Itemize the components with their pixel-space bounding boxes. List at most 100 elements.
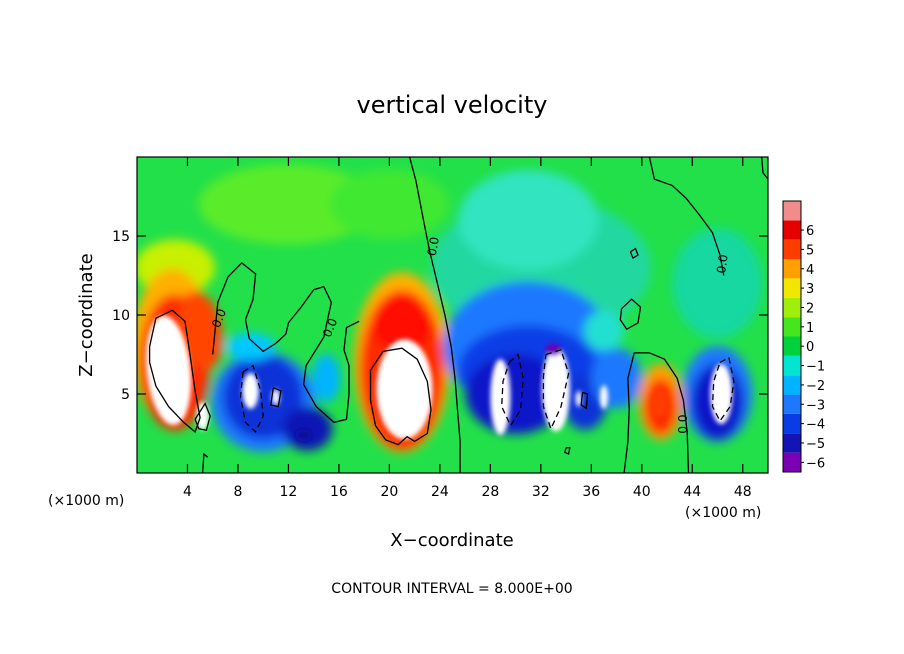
colorbar-label: 6 xyxy=(806,224,814,239)
x-unit-left: (×1000 m) xyxy=(48,493,124,509)
colorbar-label: −6 xyxy=(806,456,825,471)
updraft-core xyxy=(196,402,209,431)
contour-zero-right xyxy=(623,352,690,473)
y-tick-label: 15 xyxy=(112,229,130,245)
downdraft-core xyxy=(271,389,280,406)
x-tick-label: 8 xyxy=(233,484,242,500)
field-patch xyxy=(198,164,379,245)
field-patch xyxy=(458,170,599,271)
contour-interval-note: CONTOUR INTERVAL = 8.000E+00 xyxy=(331,581,572,597)
field-patch xyxy=(583,310,624,351)
colorbar-label: 3 xyxy=(806,282,814,297)
colorbar-band xyxy=(783,317,801,337)
contour-label: 0.0 xyxy=(714,253,731,274)
colorbar-label: −3 xyxy=(806,398,825,413)
x-tick-label: 12 xyxy=(280,484,298,500)
contour-lines xyxy=(148,157,768,473)
colorbar-label: 4 xyxy=(806,263,814,278)
x-unit-right: (×1000 m) xyxy=(685,505,761,521)
x-tick-label: 32 xyxy=(532,484,550,500)
x-tick-label: 16 xyxy=(330,484,348,500)
contour-line xyxy=(201,452,209,473)
downdraft-core xyxy=(575,390,582,407)
heat-cores xyxy=(145,315,733,442)
field-patch xyxy=(177,291,223,371)
contour-label: 0.0 xyxy=(320,316,340,339)
contour-downdraft-right xyxy=(501,353,524,427)
colorbar-label: 2 xyxy=(806,301,814,316)
y-tick-label: 5 xyxy=(121,387,130,403)
downdraft-core xyxy=(541,347,570,432)
contour-zero-top-right xyxy=(648,157,725,276)
contour-updraft-left-small xyxy=(194,402,211,432)
updraft-core xyxy=(145,315,192,426)
colorbar-band xyxy=(783,355,801,376)
contour-label: 0.0 xyxy=(425,236,442,257)
contour-downdraft-far-right xyxy=(711,356,735,423)
colorbar-band xyxy=(783,220,801,240)
contour-label: 0.0 xyxy=(676,414,690,433)
field-patch xyxy=(329,169,450,240)
contour-updraft-left xyxy=(148,309,201,433)
contour-line xyxy=(564,447,571,455)
y-axis: 5 10 15 xyxy=(112,229,768,403)
colorbar-label: 1 xyxy=(806,321,814,336)
colorbar-band xyxy=(783,278,801,298)
downdraft-core xyxy=(710,364,733,424)
x-tick-label: 4 xyxy=(183,484,192,500)
colorbar-band xyxy=(783,201,801,221)
updraft-core xyxy=(651,389,668,418)
field-patch xyxy=(672,228,763,339)
x-tick-label: 28 xyxy=(481,484,499,500)
contour-zero-center xyxy=(408,157,461,473)
field-patch xyxy=(465,354,566,434)
colorbar-band xyxy=(783,259,801,279)
colorbar-frame xyxy=(782,200,802,473)
x-tick-label: 36 xyxy=(582,484,600,500)
colorbar-band xyxy=(783,297,801,318)
colorbar-band xyxy=(783,336,801,356)
field-patch xyxy=(372,292,433,353)
downdraft-core xyxy=(490,359,511,436)
downdraft-core xyxy=(599,385,608,410)
contour-line xyxy=(580,391,589,410)
x-tick-label: 20 xyxy=(380,484,398,500)
downdraft-core xyxy=(295,429,312,442)
colorbar-label: −1 xyxy=(806,360,825,375)
y-tick-label: 10 xyxy=(112,308,130,324)
x-axis-label: X−coordinate xyxy=(390,530,513,551)
contour-labels: 0.0 0.0 0.0 0.0 0.0 xyxy=(209,236,731,434)
colorbar-band xyxy=(783,375,801,395)
colorbar-band xyxy=(783,239,801,260)
y-axis-label: Z−coordinate xyxy=(76,253,97,376)
contour-zero-left xyxy=(212,262,360,424)
field-patch xyxy=(282,406,333,451)
x-tick-label: 48 xyxy=(734,484,752,500)
colorbar-band xyxy=(783,452,801,472)
downdraft-core xyxy=(242,372,259,409)
contour-line xyxy=(270,387,282,408)
contour-updraft-center xyxy=(369,347,432,446)
plot-area xyxy=(137,157,768,473)
colorbar-label: −5 xyxy=(806,437,825,452)
x-tick-label: 44 xyxy=(683,484,701,500)
contour-line xyxy=(629,247,639,260)
colorbar: −6 −5 −4 −3 −2 −1 0 1 2 3 4 5 6 xyxy=(782,200,825,473)
colorbar-label: −4 xyxy=(806,418,825,433)
field-patch xyxy=(591,348,642,409)
x-axis: 4 8 12 16 20 24 28 32 36 40 44 48 xyxy=(183,157,752,500)
colorbar-label: −2 xyxy=(806,379,825,394)
field-patch xyxy=(312,354,341,403)
colorbar-band xyxy=(783,394,801,414)
x-tick-label: 40 xyxy=(633,484,651,500)
colorbar-band xyxy=(783,413,801,434)
chart-title: vertical velocity xyxy=(357,91,548,119)
colorbar-label: 0 xyxy=(806,340,814,355)
x-tick-label: 24 xyxy=(431,484,449,500)
field-patch xyxy=(225,332,276,361)
updraft-core xyxy=(376,339,433,440)
contour-line xyxy=(761,157,768,180)
contour-downdraft-left xyxy=(239,364,264,433)
colorbar-label: 5 xyxy=(806,243,814,258)
colorbar-band xyxy=(783,433,801,453)
